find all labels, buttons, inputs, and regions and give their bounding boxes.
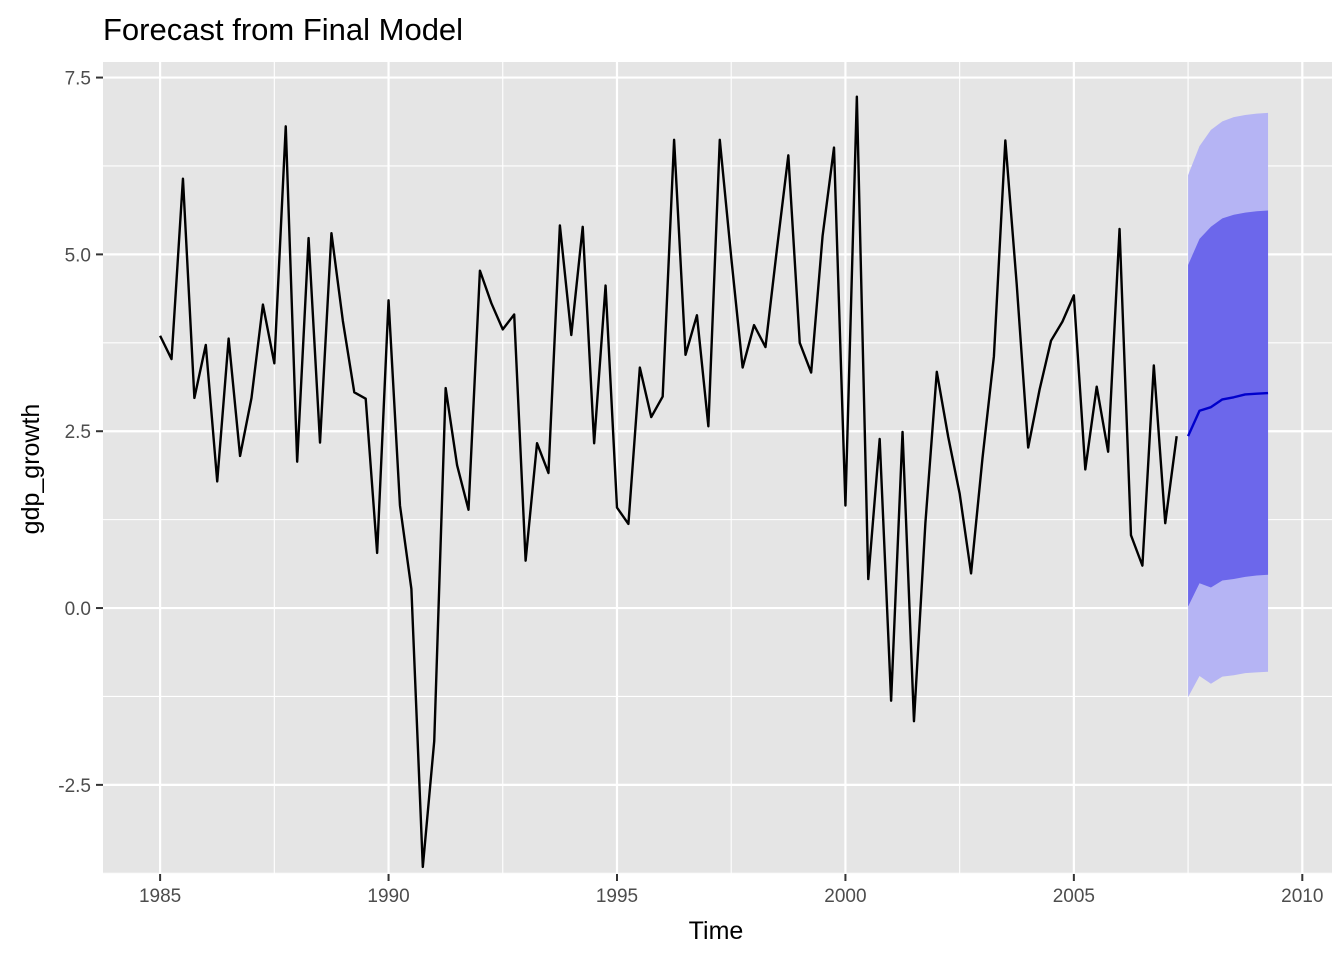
x-axis-ticks: 1985 1990 1995 2000 2005 2010 <box>139 874 1323 907</box>
y-tick-label: 7.5 <box>65 69 91 90</box>
x-tick-label: 2005 <box>1053 886 1095 907</box>
forecast-band-80 <box>1188 210 1269 607</box>
x-tick-label: 1995 <box>596 886 638 907</box>
x-axis-title: Time <box>689 917 744 945</box>
x-tick-label: 2010 <box>1281 886 1323 907</box>
minor-gridlines <box>103 62 1332 874</box>
forecast-mean-line <box>1186 391 1269 437</box>
y-axis-ticks: -2.5 0.0 2.5 5.0 7.5 <box>58 69 103 797</box>
y-axis-title: gdp_growth <box>17 404 45 535</box>
y-tick-label: -2.5 <box>58 776 91 797</box>
y-tick-label: 2.5 <box>65 422 91 443</box>
x-tick-label: 1990 <box>367 886 409 907</box>
observed-series-line <box>159 95 1178 869</box>
x-tick-label: 2000 <box>824 886 866 907</box>
y-tick-label: 0.0 <box>65 599 91 620</box>
y-tick-label: 5.0 <box>65 245 91 266</box>
x-tick-label: 1985 <box>139 886 181 907</box>
chart-title: Forecast from Final Model <box>103 12 463 47</box>
